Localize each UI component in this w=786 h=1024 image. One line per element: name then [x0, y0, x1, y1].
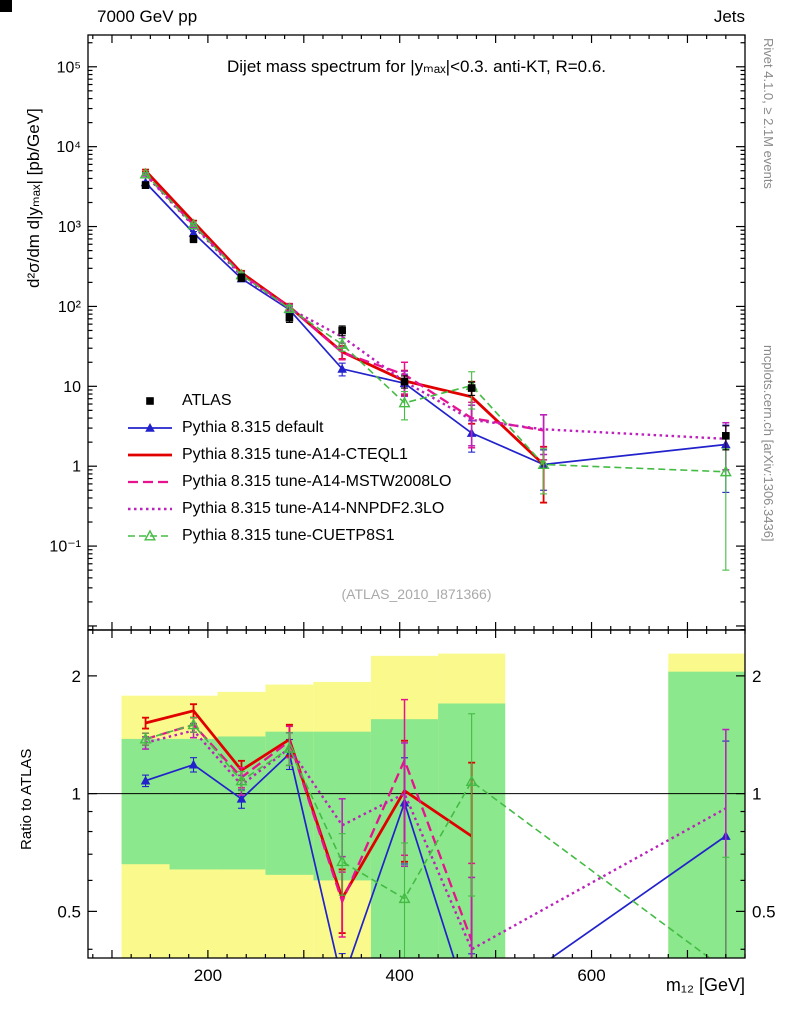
legend-label: Pythia 8.315 tune-A14-MSTW2008LO: [182, 472, 452, 490]
plot-title: Dijet mass spectrum for |yₘₐₓ|<0.3. anti…: [226, 57, 606, 76]
main-y-axis-label: d²σ/dm d|yₘₐₓ| [pb/GeV]: [24, 108, 43, 288]
svg-text:10⁴: 10⁴: [56, 139, 81, 156]
analysis-group-label: Jets: [713, 7, 745, 26]
svg-text:10³: 10³: [58, 219, 82, 236]
svg-text:10: 10: [63, 379, 81, 396]
beam-energy-label: 7000 GeV pp: [97, 7, 198, 26]
svg-text:1: 1: [752, 785, 761, 804]
uncertainty-bands: [121, 653, 745, 958]
svg-text:1: 1: [72, 459, 81, 476]
corner-artifact: [0, 0, 12, 12]
legend-label: Pythia 8.315 tune-A14-NNPDF2.3LO: [182, 499, 445, 517]
mcplots-credit-label: mcplots.cern.ch [arXiv:1306.3436]: [761, 345, 776, 542]
legend-swatch: [128, 453, 172, 456]
legend-item: Pythia 8.315 tune-CUETP8S1: [127, 522, 451, 549]
legend-label: Pythia 8.315 default: [182, 418, 324, 436]
svg-text:10⁵: 10⁵: [57, 59, 81, 76]
legend-swatch: [128, 529, 172, 540]
svg-text:2: 2: [72, 667, 81, 686]
svg-text:2: 2: [752, 667, 761, 686]
svg-text:600: 600: [577, 966, 605, 985]
svg-text:10⁻¹: 10⁻¹: [49, 539, 81, 556]
legend-label: ATLAS: [182, 391, 232, 409]
legend-swatch: [128, 422, 172, 432]
ratio-series-layer: [139, 698, 731, 958]
svg-text:0.5: 0.5: [57, 902, 81, 921]
legend-swatch: [146, 396, 154, 405]
svg-text:400: 400: [386, 966, 414, 985]
legend-swatch: [128, 507, 172, 510]
svg-text:10²: 10²: [58, 299, 82, 316]
x-axis-label: m₁₂ [GeV]: [665, 975, 745, 995]
legend: ATLAS Pythia 8.315 default Pythia 8.315 tu…: [127, 387, 451, 549]
legend-item: Pythia 8.315 tune-A14-MSTW2008LO: [127, 468, 451, 495]
axis-ticks: [88, 35, 746, 958]
legend-swatch: [128, 480, 172, 483]
legend-item: Pythia 8.315 default: [127, 414, 451, 441]
legend-item: Pythia 8.315 tune-A14-CTEQL1: [127, 441, 451, 468]
svg-text:200: 200: [194, 966, 222, 985]
legend-label: Pythia 8.315 tune-CUETP8S1: [182, 526, 395, 544]
legend-item: Pythia 8.315 tune-A14-NNPDF2.3LO: [127, 495, 451, 522]
svg-text:0.5: 0.5: [752, 902, 776, 921]
rivet-version-label: Rivet 4.1.0, ≥ 2.1M events: [761, 38, 776, 189]
ratio-y-axis-label: Ratio to ATLAS: [18, 748, 35, 850]
main-series-layer: [139, 167, 732, 571]
analysis-id-watermark: (ATLAS_2010_I871366): [341, 586, 492, 602]
legend-label: Pythia 8.315 tune-A14-CTEQL1: [182, 445, 408, 463]
legend-item: ATLAS: [127, 387, 451, 414]
svg-text:1: 1: [72, 785, 81, 804]
